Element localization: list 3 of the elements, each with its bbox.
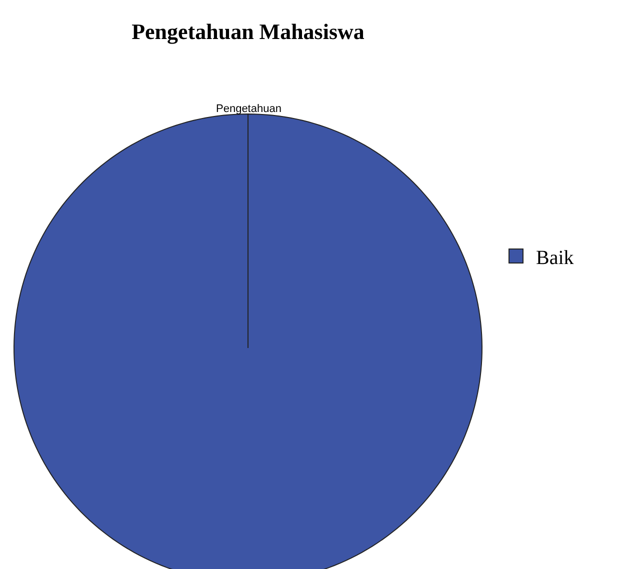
chart-title: Pengetahuan Mahasiswa xyxy=(132,18,364,44)
chart-subtitle: Pengetahuan xyxy=(216,103,282,115)
legend-label: Baik xyxy=(536,246,574,269)
